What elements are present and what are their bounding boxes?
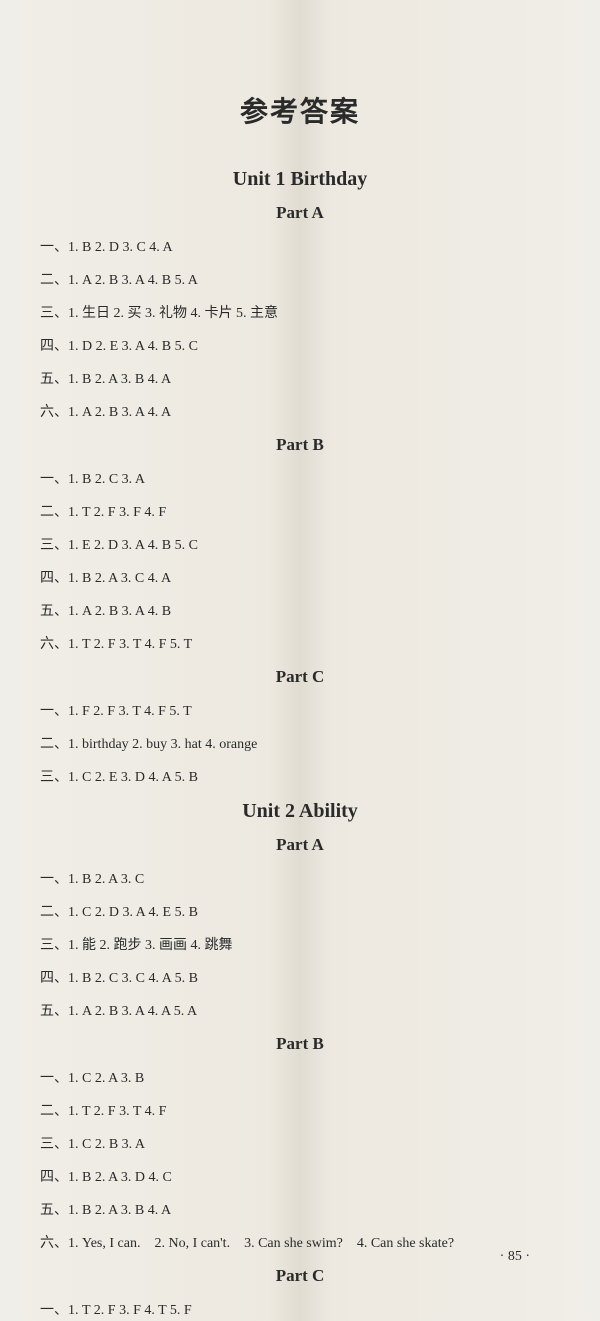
content-container: Unit 1 Birthday Part A 一、1. B 2. D 3. C 4.… <box>40 168 560 1321</box>
answer-line: 三、1. 生日 2. 买 3. 礼物 4. 卡片 5. 主意 <box>40 303 560 324</box>
answer-line: 五、1. B 2. A 3. B 4. A <box>40 369 560 390</box>
answer-line: 一、1. B 2. D 3. C 4. A <box>40 237 560 258</box>
answer-line: 四、1. B 2. A 3. D 4. C <box>40 1167 560 1188</box>
answer-line: 四、1. B 2. C 3. C 4. A 5. B <box>40 968 560 989</box>
part-title: Part C <box>40 667 560 687</box>
answer-line: 三、1. C 2. E 3. D 4. A 5. B <box>40 767 560 788</box>
answer-line: 五、1. A 2. B 3. A 4. A 5. A <box>40 1001 560 1022</box>
answer-line: 二、1. T 2. F 3. T 4. F <box>40 1101 560 1122</box>
page-main-title: 参考答案 <box>40 90 560 130</box>
answer-line: 一、1. T 2. F 3. F 4. T 5. F <box>40 1300 560 1321</box>
answer-line: 六、1. T 2. F 3. T 4. F 5. T <box>40 634 560 655</box>
part-title: Part C <box>40 1266 560 1286</box>
answer-line: 三、1. C 2. B 3. A <box>40 1134 560 1155</box>
answer-line: 一、1. F 2. F 3. T 4. F 5. T <box>40 701 560 722</box>
answer-line: 六、1. Yes, I can. 2. No, I can't. 3. Can … <box>40 1233 560 1254</box>
answer-line: 五、1. A 2. B 3. A 4. B <box>40 601 560 622</box>
answer-line: 三、1. E 2. D 3. A 4. B 5. C <box>40 535 560 556</box>
page-number: · 85 · <box>500 1249 530 1265</box>
answer-line: 二、1. birthday 2. buy 3. hat 4. orange <box>40 734 560 755</box>
answer-line: 二、1. C 2. D 3. A 4. E 5. B <box>40 902 560 923</box>
answer-line: 五、1. B 2. A 3. B 4. A <box>40 1200 560 1221</box>
unit-title: Unit 2 Ability <box>40 800 560 823</box>
answer-line: 二、1. A 2. B 3. A 4. B 5. A <box>40 270 560 291</box>
answer-line: 三、1. 能 2. 跑步 3. 画画 4. 跳舞 <box>40 935 560 956</box>
answer-line: 四、1. D 2. E 3. A 4. B 5. C <box>40 336 560 357</box>
answer-line: 二、1. T 2. F 3. F 4. F <box>40 502 560 523</box>
answer-line: 四、1. B 2. A 3. C 4. A <box>40 568 560 589</box>
answer-line: 一、1. B 2. A 3. C <box>40 869 560 890</box>
answer-line: 一、1. C 2. A 3. B <box>40 1068 560 1089</box>
answer-line: 一、1. B 2. C 3. A <box>40 469 560 490</box>
answer-line: 六、1. A 2. B 3. A 4. A <box>40 402 560 423</box>
unit-title: Unit 1 Birthday <box>40 168 560 191</box>
part-title: Part A <box>40 203 560 223</box>
part-title: Part B <box>40 1034 560 1054</box>
part-title: Part A <box>40 835 560 855</box>
part-title: Part B <box>40 435 560 455</box>
